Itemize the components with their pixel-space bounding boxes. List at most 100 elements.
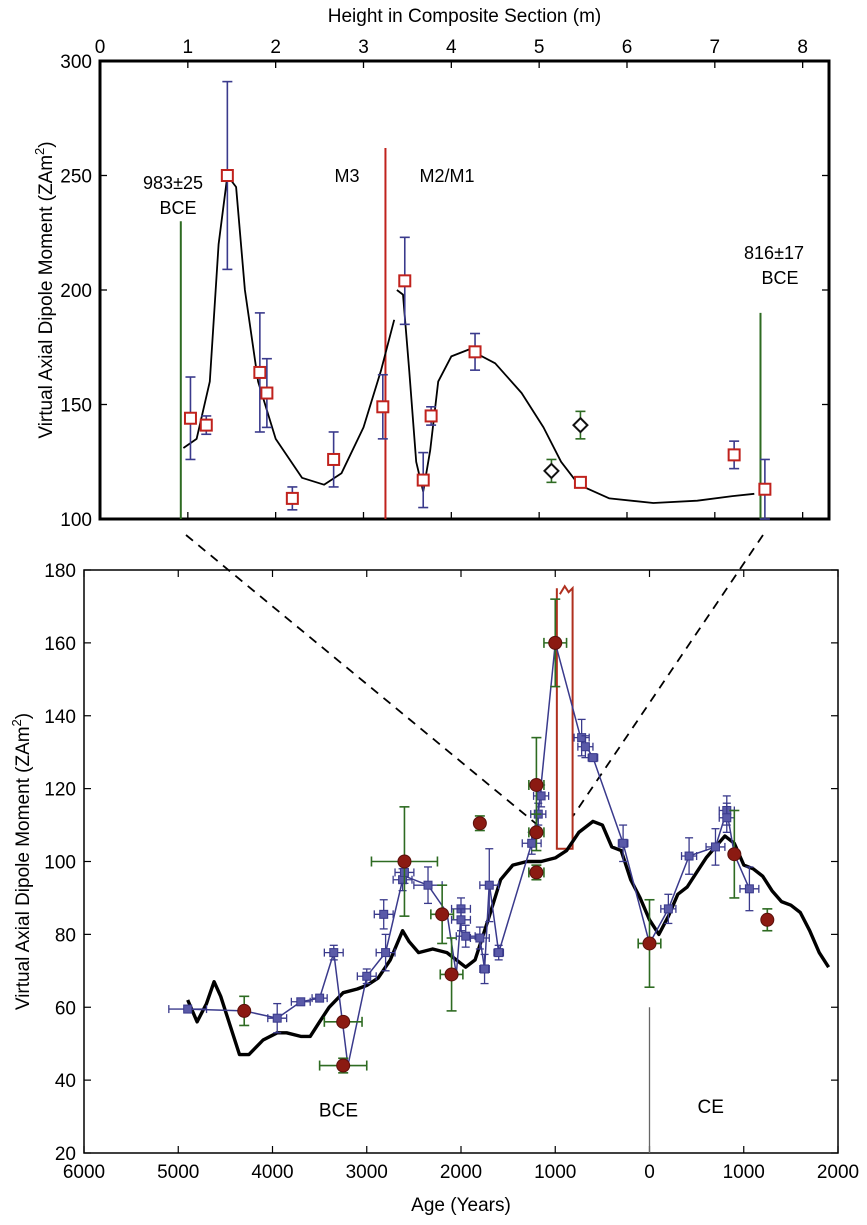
- red-circle-marker: [548, 635, 563, 650]
- top-xtick-label: 1: [183, 37, 194, 58]
- bottom-xtick-label: 1000: [534, 1162, 576, 1183]
- top-square-marker: [199, 418, 213, 432]
- blue-data-point: [660, 893, 677, 925]
- top-square-point: [424, 405, 438, 426]
- bottom-plot-frame: [83, 569, 839, 1154]
- top-square-marker: [398, 274, 412, 288]
- blue-data-point: [267, 1002, 288, 1034]
- top-fit-curve-2: [396, 289, 755, 504]
- top-xtick-label: 8: [797, 37, 808, 58]
- bottom-ytick-label: 80: [55, 925, 76, 946]
- red-circle-marker: [435, 907, 450, 922]
- annotation-left-bce: BCE: [159, 198, 196, 218]
- top-xtick-label: 5: [534, 37, 545, 58]
- top-ytick-label: 250: [60, 167, 92, 188]
- blue-data-point: [469, 926, 490, 950]
- blue-data-point: [479, 848, 500, 923]
- top-xtick-label: 4: [446, 37, 457, 58]
- top-diamond-point: [572, 410, 589, 440]
- blue-square-marker: [423, 880, 433, 890]
- blue-square-marker: [461, 931, 471, 941]
- blue-square-marker: [710, 842, 720, 852]
- blue-data-point: [573, 718, 590, 757]
- blue-data-point: [680, 837, 698, 875]
- top-ytick-label: 300: [60, 52, 92, 73]
- blue-square-marker: [577, 733, 587, 743]
- top-square-point: [199, 415, 213, 436]
- top-square-point: [260, 357, 274, 429]
- bottom-xtick-label: 5000: [157, 1162, 199, 1183]
- red-data-point: [472, 815, 487, 832]
- blue-data-point: [587, 753, 599, 763]
- top-square-point: [327, 431, 341, 488]
- bottom-ytick-label: 100: [44, 853, 76, 874]
- top-square-point: [376, 373, 390, 440]
- blue-data-point: [375, 933, 396, 972]
- red-data-point: [439, 937, 464, 1012]
- top-fit-curve-1: [182, 174, 396, 486]
- top-xtick-label: 6: [622, 37, 633, 58]
- blue-data-point: [168, 1004, 208, 1014]
- top-square-marker: [285, 491, 299, 505]
- blue-square-marker: [494, 948, 504, 958]
- blue-data-point: [323, 944, 344, 961]
- top-square-point: [468, 332, 482, 371]
- red-circle-marker: [760, 912, 775, 927]
- top-square-marker: [424, 409, 438, 423]
- top-square-point: [573, 475, 587, 489]
- blue-square-marker: [618, 838, 628, 848]
- zoom-connector-left: [185, 534, 541, 828]
- red-data-point: [727, 809, 742, 899]
- red-circle-marker: [529, 865, 544, 880]
- bottom-panel: 6000 5000 4000 3000 2000 1000 0 1000 2000 20 40 60 8…: [9, 561, 859, 1216]
- red-circle-marker: [444, 967, 459, 982]
- blue-data-line: [187, 642, 751, 1067]
- top-square-marker: [260, 386, 274, 400]
- blue-square-marker: [272, 1013, 282, 1023]
- blue-square-marker: [296, 997, 306, 1007]
- bottom-ytick-label: 120: [44, 780, 76, 801]
- bottom-xtick-label: 6000: [63, 1162, 105, 1183]
- zoom-connector-lines: [185, 534, 764, 828]
- bottom-ytick-label: 160: [44, 634, 76, 655]
- blue-data-point: [290, 997, 311, 1007]
- top-square-point: [416, 451, 430, 509]
- red-data-point: [430, 884, 455, 945]
- blue-square-marker: [456, 915, 466, 925]
- blue-square-marker: [684, 851, 694, 861]
- red-circle-marker: [397, 854, 412, 869]
- bottom-ytick-label: 140: [44, 707, 76, 728]
- bottom-ytick-label: 40: [55, 1071, 76, 1092]
- bottom-xtick-label: 2000: [440, 1162, 482, 1183]
- blue-data-point: [356, 968, 377, 985]
- blue-square-marker: [379, 909, 389, 919]
- red-circle-marker: [336, 1014, 351, 1029]
- blue-square-marker: [183, 1004, 193, 1014]
- top-square-marker: [758, 482, 772, 496]
- bottom-xtick-label: 0: [644, 1162, 655, 1183]
- blue-square-marker: [480, 964, 490, 974]
- top-diamond-marker: [572, 416, 589, 434]
- blue-data-point: [455, 924, 476, 948]
- blue-data-point: [718, 802, 735, 833]
- top-xaxis-title: Height in Composite Section (m): [328, 6, 602, 27]
- top-square-marker: [183, 411, 197, 425]
- red-circle-marker: [727, 847, 742, 862]
- blue-square-marker: [315, 993, 325, 1003]
- top-square-point: [398, 236, 412, 326]
- bottom-xaxis-title: Age (Years): [411, 1195, 511, 1216]
- red-circle-marker: [529, 825, 544, 840]
- annotation-right-date: 816±17: [744, 243, 804, 263]
- blue-square-marker: [362, 971, 372, 981]
- red-data-point: [370, 806, 439, 917]
- top-ytick-label: 200: [60, 281, 92, 302]
- top-xtick-label: 7: [710, 37, 721, 58]
- top-plot-frame: [98, 59, 831, 521]
- red-data-point: [760, 908, 775, 932]
- ce-region-label: CE: [698, 1097, 724, 1118]
- red-data-point: [528, 813, 545, 852]
- red-circle-marker: [336, 1058, 351, 1073]
- top-square-point: [727, 440, 741, 470]
- blue-square-marker: [580, 742, 590, 752]
